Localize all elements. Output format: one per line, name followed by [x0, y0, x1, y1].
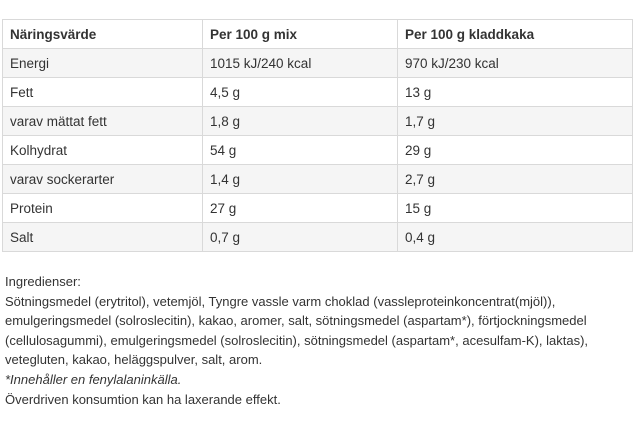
- table-header-row: Näringsvärde Per 100 g mix Per 100 g kla…: [2, 19, 633, 49]
- table-row: Protein 27 g 15 g: [2, 193, 633, 223]
- table-row: Kolhydrat 54 g 29 g: [2, 135, 633, 165]
- nutrient-name: varav sockerarter: [2, 164, 203, 194]
- ingredients-line: emulgeringsmedel (solroslecitin), kakao,…: [5, 313, 587, 329]
- table-row: Fett 4,5 g 13 g: [2, 77, 633, 107]
- laxative-warning: Överdriven konsumtion kan ha laxerande e…: [5, 391, 281, 407]
- table-row: Energi 1015 kJ/240 kcal 970 kJ/230 kcal: [2, 48, 633, 78]
- nutrition-table: Näringsvärde Per 100 g mix Per 100 g kla…: [2, 19, 633, 252]
- kladdkaka-value: 2,7 g: [397, 164, 633, 194]
- header-nutrient: Näringsvärde: [2, 19, 203, 49]
- mix-value: 54 g: [202, 135, 398, 165]
- table-row: Salt 0,7 g 0,4 g: [2, 222, 633, 252]
- nutrient-name: Fett: [2, 77, 203, 107]
- nutrient-name: Energi: [2, 48, 203, 78]
- ingredients-line: (cellulosagummi), emulgeringsmedel (solr…: [5, 332, 589, 348]
- mix-value: 0,7 g: [202, 222, 398, 252]
- ingredients-line: vetegluten, kakao, heläggspulver, salt, …: [5, 352, 263, 368]
- table-row: varav sockerarter 1,4 g 2,7 g: [2, 164, 633, 194]
- header-per-100g-kladdkaka: Per 100 g kladdkaka: [397, 19, 633, 49]
- kladdkaka-value: 29 g: [397, 135, 633, 165]
- ingredients-line: Sötningsmedel (erytritol), vetemjöl, Tyn…: [5, 293, 556, 309]
- nutrient-name: Protein: [2, 193, 203, 223]
- phenylalanine-footnote: *Innehåller en fenylalaninkälla.: [5, 371, 182, 387]
- mix-value: 4,5 g: [202, 77, 398, 107]
- kladdkaka-value: 15 g: [397, 193, 633, 223]
- mix-value: 27 g: [202, 193, 398, 223]
- nutrient-name: varav mättat fett: [2, 106, 203, 136]
- nutrient-name: Kolhydrat: [2, 135, 203, 165]
- mix-value: 1015 kJ/240 kcal: [202, 48, 398, 78]
- table-row: varav mättat fett 1,8 g 1,7 g: [2, 106, 633, 136]
- mix-value: 1,4 g: [202, 164, 398, 194]
- ingredients-heading: Ingredienser:: [5, 274, 81, 289]
- nutrient-name: Salt: [2, 222, 203, 252]
- header-per-100g-mix: Per 100 g mix: [202, 19, 398, 49]
- ingredients-section: Ingredienser: Sötningsmedel (erytritol),…: [5, 272, 631, 409]
- kladdkaka-value: 0,4 g: [397, 222, 633, 252]
- mix-value: 1,8 g: [202, 106, 398, 136]
- kladdkaka-value: 970 kJ/230 kcal: [397, 48, 633, 78]
- kladdkaka-value: 1,7 g: [397, 106, 633, 136]
- kladdkaka-value: 13 g: [397, 77, 633, 107]
